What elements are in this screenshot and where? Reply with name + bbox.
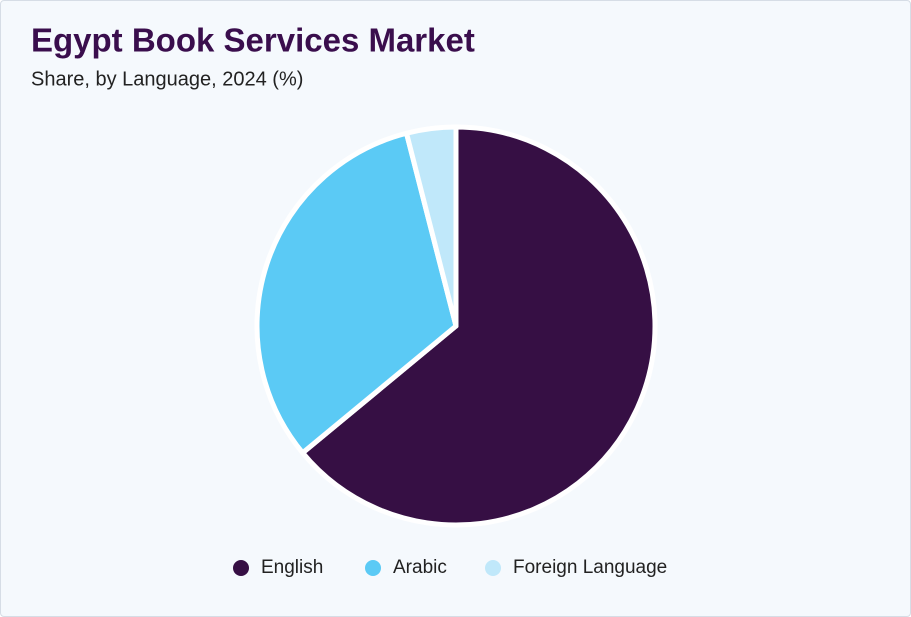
chart-title: Egypt Book Services Market: [31, 22, 475, 59]
legend-marker: [485, 560, 501, 576]
pie-slice: [404, 124, 459, 329]
chart-subtitle: Share, by Language, 2024 (%): [31, 68, 303, 90]
legend-label: Foreign Language: [513, 557, 667, 578]
legend-label: English: [261, 557, 323, 578]
pie-slice: [254, 130, 459, 456]
legend-marker: [365, 560, 381, 576]
legend-label: Arabic: [393, 557, 447, 578]
pie-slice: [300, 124, 658, 528]
legend-marker: [233, 560, 249, 576]
